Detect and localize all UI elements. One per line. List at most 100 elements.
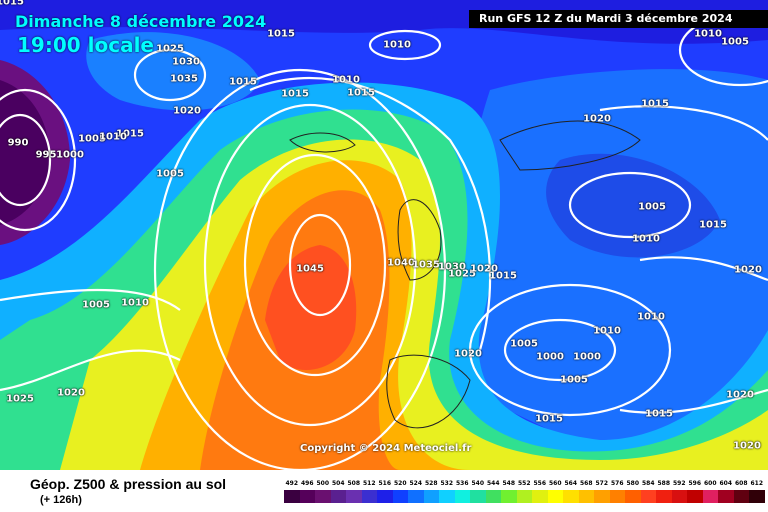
scale-step: 520 [392, 480, 408, 507]
scale-swatch [346, 490, 362, 503]
scale-swatch [532, 490, 548, 503]
isobar-1040 [243, 153, 387, 377]
scale-step: 528 [423, 480, 439, 507]
scale-swatch [671, 490, 687, 503]
isobar-low-1000 [0, 88, 77, 232]
scale-value: 536 [455, 480, 469, 487]
scale-step: 512 [361, 480, 377, 507]
scale-value: 564 [564, 480, 578, 487]
isobar-label: 1015 [347, 87, 375, 99]
scale-swatch [578, 490, 594, 503]
scale-value: 528 [424, 480, 438, 487]
scale-swatch [439, 490, 455, 503]
coast-iberia [386, 354, 471, 429]
isobar-label: 1015 [229, 76, 257, 88]
scale-step: 508 [346, 480, 362, 507]
isobar-label: 1025 [448, 268, 476, 280]
scale-value: 600 [703, 480, 717, 487]
scale-step: 500 [315, 480, 331, 507]
isobar-label: 1005 [721, 36, 749, 48]
copyright-notice: Copyright © 2024 Meteociel.fr [300, 443, 472, 454]
scale-value: 580 [626, 480, 640, 487]
scale-value: 532 [440, 480, 454, 487]
scale-value: 556 [533, 480, 547, 487]
scale-swatch [330, 490, 346, 503]
scale-swatch [749, 490, 765, 503]
scale-value: 592 [672, 480, 686, 487]
coast-scandinavia [499, 120, 641, 171]
isobar-label: 1010 [121, 297, 149, 309]
isobar-label: 1005 [638, 201, 666, 213]
isobar-label: 1025 [6, 393, 34, 405]
scale-value: 540 [471, 480, 485, 487]
scale-value: 552 [517, 480, 531, 487]
legend-footer: Géop. Z500 & pression au sol (+ 126h) 49… [0, 470, 768, 512]
scale-step: 524 [408, 480, 424, 507]
scale-swatch [640, 490, 656, 503]
isobar-italy-1010 [468, 283, 672, 417]
isobar-sw [0, 349, 181, 392]
scale-step: 552 [516, 480, 532, 507]
isobar-label: 1020 [734, 264, 762, 276]
scale-value: 500 [316, 480, 330, 487]
isobar-label: 1020 [470, 263, 498, 275]
isobar-label: 1015 [535, 413, 563, 425]
scale-step: 612 [749, 480, 765, 507]
scale-value: 504 [331, 480, 345, 487]
isobar-label: 995 [35, 149, 57, 161]
map-title: Géop. Z500 & pression au sol [30, 476, 227, 492]
isobar-label: 1025 [156, 43, 184, 55]
scale-swatch [594, 490, 610, 503]
isobar-1045 [288, 213, 352, 317]
scale-step: 596 [687, 480, 703, 507]
isobar-1030 [153, 68, 447, 470]
isobar-label: 1015 [267, 28, 295, 40]
isobar-label: 1030 [172, 56, 200, 68]
isobar-label: 1015 [0, 0, 24, 8]
scale-step: 588 [656, 480, 672, 507]
scale-swatch [563, 490, 579, 503]
scale-step: 556 [532, 480, 548, 507]
weather-map: Dimanche 8 décembre 2024 19:00 locale Ru… [0, 0, 768, 470]
scale-step: 580 [625, 480, 641, 507]
isobar-1020-curve [249, 77, 492, 351]
scale-step: 560 [547, 480, 563, 507]
isobar-east-1005 [568, 171, 692, 239]
scale-swatch [733, 490, 749, 503]
isobar-label: 990 [7, 137, 29, 149]
scale-value: 520 [393, 480, 407, 487]
isobar-label: 1005 [560, 374, 588, 386]
isobar-se-1015 [619, 388, 768, 414]
scale-swatch [687, 490, 703, 503]
coast-iceland [289, 132, 356, 153]
scale-step: 576 [609, 480, 625, 507]
scale-value: 568 [579, 480, 593, 487]
scale-step: 600 [702, 480, 718, 507]
isobar-label: 1010 [332, 74, 360, 86]
scale-value: 544 [486, 480, 500, 487]
scale-value: 612 [750, 480, 764, 487]
scale-step: 504 [330, 480, 346, 507]
scale-swatch [718, 490, 734, 503]
isobar-label: 1035 [170, 73, 198, 85]
scale-value: 608 [734, 480, 748, 487]
scale-value: 604 [719, 480, 733, 487]
field-east-trough [546, 153, 720, 258]
isobar-label: 1030 [438, 261, 466, 273]
isobar-label: 1010 [593, 325, 621, 337]
scale-step: 592 [671, 480, 687, 507]
scale-step: 496 [299, 480, 315, 507]
model-run-label: Run GFS 12 Z du Mardi 3 décembre 2024 [469, 10, 768, 28]
isobar-label: 1015 [116, 128, 144, 140]
isobar-low-990 [0, 113, 52, 207]
scale-step: 544 [485, 480, 501, 507]
isobar-label: 1015 [489, 270, 517, 282]
geopotential-field [0, 0, 768, 470]
isobar-north-1010 [368, 29, 442, 61]
scale-value: 512 [362, 480, 376, 487]
isobar-label: 1000 [536, 351, 564, 363]
scale-swatch [392, 490, 408, 503]
isobar-label: 1035 [412, 259, 440, 271]
scale-swatch [315, 490, 331, 503]
isobar-label: 1020 [726, 389, 754, 401]
